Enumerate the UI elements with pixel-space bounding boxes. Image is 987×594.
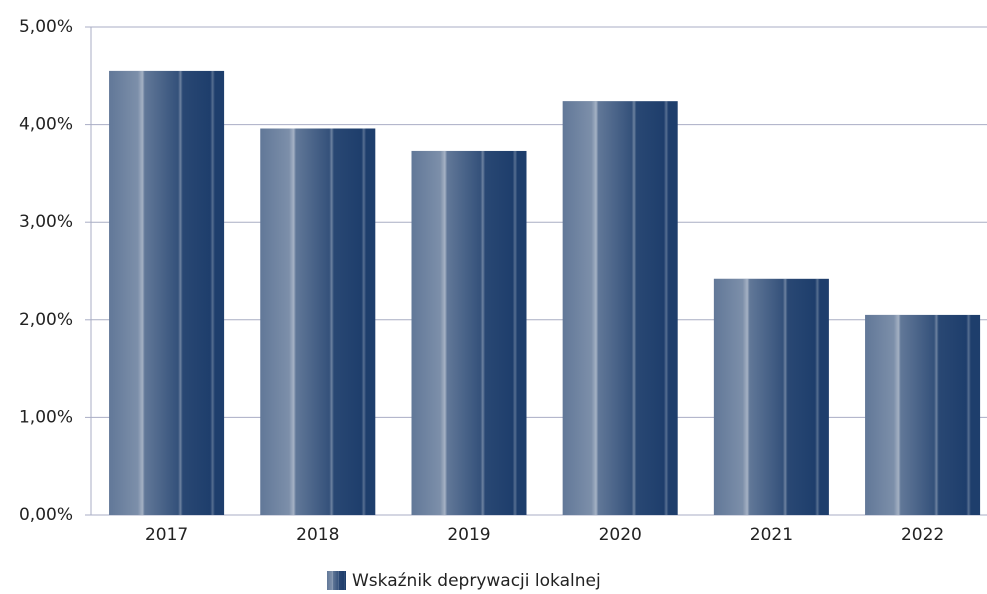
y-tick-label: 4,00% [19,115,73,135]
x-tick-label: 2022 [901,525,944,545]
x-tick-label: 2017 [145,525,188,545]
y-tick-label: 2,00% [19,310,73,330]
bar-shine [411,150,527,515]
bar-shine [562,101,678,516]
x-tick-label: 2019 [447,525,490,545]
x-tick-label: 2020 [599,525,642,545]
y-tick-label: 1,00% [19,407,73,427]
bar-shine [865,314,981,515]
x-tick-label: 2018 [296,525,339,545]
bar-shine [260,128,376,515]
y-tick-label: 0,00% [19,505,73,525]
bar-shine [713,278,829,515]
x-tick-label: 2021 [750,525,793,545]
legend-swatch-shine [327,571,346,590]
y-tick-label: 3,00% [19,212,73,232]
y-tick-label: 5,00% [19,17,73,37]
legend-label: Wskaźnik deprywacji lokalnej [352,571,601,591]
bar-shine [109,70,225,516]
